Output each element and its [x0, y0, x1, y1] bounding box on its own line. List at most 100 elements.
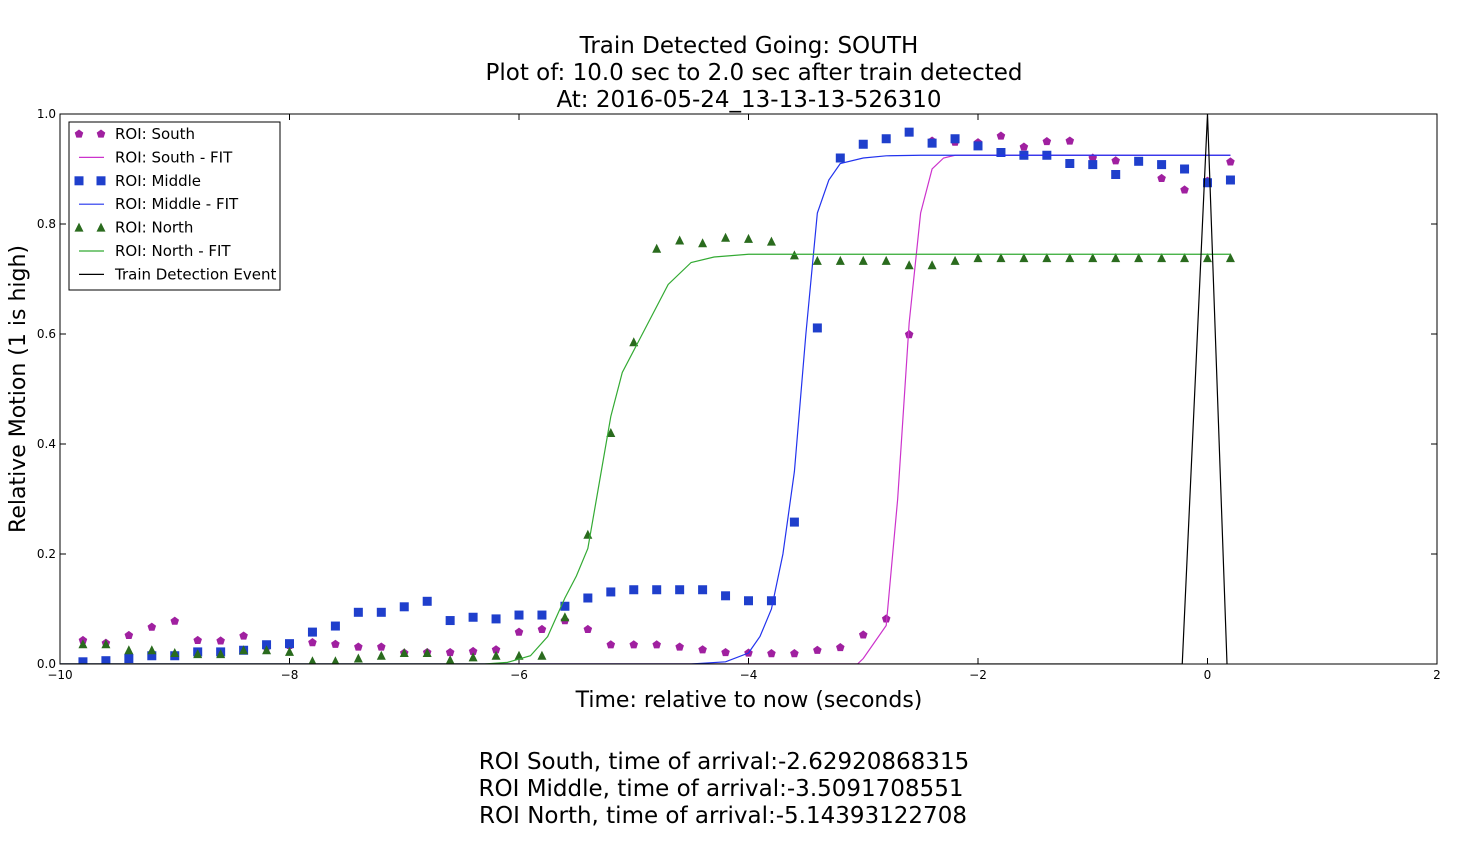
data-point-roi-middle	[376, 607, 386, 617]
data-point-roi-middle	[78, 657, 88, 664]
data-point-roi-middle	[468, 612, 478, 622]
data-point-roi-middle	[147, 651, 157, 661]
legend-label: ROI: Middle	[115, 172, 201, 190]
data-point-roi-north	[1042, 253, 1052, 263]
data-point-roi-south	[468, 646, 478, 655]
data-point-roi-south	[721, 647, 730, 657]
data-point-roi-north	[308, 656, 317, 664]
data-point-roi-middle	[904, 127, 914, 137]
data-point-roi-north	[1225, 253, 1235, 263]
data-point-roi-south	[675, 642, 684, 651]
data-point-roi-middle	[1111, 170, 1121, 179]
legend-box	[68, 121, 281, 291]
data-point-roi-north	[721, 232, 731, 242]
data-point-roi-north	[216, 649, 226, 659]
data-point-roi-middle	[812, 323, 822, 333]
plot-series	[60, 114, 1235, 664]
data-point-roi-north	[262, 645, 272, 655]
y-tick-label: 0.2	[37, 547, 56, 561]
x-tick-label: −2	[969, 668, 987, 682]
data-point-roi-south	[331, 639, 340, 648]
series-line-roi-middle-fit	[60, 154, 1231, 664]
data-point-roi-middle	[445, 616, 455, 626]
data-point-roi-north	[698, 238, 708, 248]
data-point-roi-middle	[881, 134, 891, 144]
data-point-roi-south	[996, 131, 1006, 140]
data-point-roi-north	[193, 649, 203, 659]
data-point-roi-north	[606, 428, 616, 437]
data-point-roi-south	[629, 640, 639, 649]
y-tick-label: 0.0	[37, 657, 56, 671]
legend-entry-train-detection-event: Train Detection Event	[79, 265, 276, 283]
legend-entry-roi-south: ROI: South	[74, 125, 195, 143]
data-point-roi-north	[1180, 253, 1190, 263]
data-point-roi-south	[606, 640, 616, 649]
data-point-roi-middle	[583, 593, 593, 603]
data-point-roi-south	[1180, 185, 1189, 194]
data-point-roi-middle	[629, 585, 639, 595]
data-point-roi-south	[308, 638, 317, 647]
data-point-roi-north	[881, 255, 891, 265]
y-axis-label: Relative Motion (1 is high)	[6, 245, 31, 533]
data-point-roi-middle	[996, 148, 1006, 157]
data-point-roi-south	[698, 645, 707, 654]
legend-marker-swatch	[96, 129, 106, 138]
legend-marker-swatch	[96, 222, 106, 232]
data-point-roi-north	[950, 255, 960, 265]
data-point-roi-south	[537, 624, 547, 633]
legend-marker-swatch	[74, 129, 84, 138]
data-point-roi-middle	[560, 601, 570, 611]
data-point-roi-north	[468, 652, 478, 662]
data-point-roi-south	[124, 630, 134, 640]
legend-entry-roi-middle: ROI: Middle	[74, 172, 201, 190]
data-point-roi-north	[1065, 253, 1075, 263]
data-point-roi-north	[491, 650, 501, 660]
series-roi-north-fit	[60, 253, 1231, 664]
data-point-roi-middle	[1180, 164, 1190, 174]
data-point-roi-north	[147, 645, 157, 655]
data-point-roi-north	[835, 255, 845, 265]
legend-marker-swatch	[74, 176, 84, 186]
chart-title-line-2: Plot of: 10.0 sec to 2.0 sec after train…	[486, 60, 1023, 86]
data-point-roi-middle	[514, 610, 524, 620]
y-tick-label: 0.8	[37, 217, 56, 231]
data-point-roi-middle	[606, 587, 616, 597]
data-point-roi-north	[376, 650, 386, 660]
series-train-detection-event	[60, 114, 1228, 664]
data-point-roi-north	[766, 236, 776, 246]
x-tick-label: −10	[47, 668, 72, 682]
data-point-roi-south	[193, 635, 202, 644]
data-point-roi-north	[422, 648, 432, 657]
data-point-roi-south	[583, 624, 593, 633]
data-point-roi-middle	[1065, 159, 1075, 168]
data-point-roi-north	[973, 253, 983, 263]
data-point-roi-middle	[789, 517, 799, 527]
legend-marker-swatch	[96, 176, 106, 186]
data-point-roi-middle	[1088, 160, 1098, 170]
x-tick-label: −6	[510, 668, 528, 682]
legend-label: ROI: North - FIT	[115, 242, 231, 260]
data-point-roi-south	[858, 630, 868, 639]
legend: ROI: South ROI: South - FIT ROI: Middle ROI…	[68, 121, 281, 291]
legend-label: ROI: South	[115, 125, 195, 143]
y-tick-label: 0.6	[37, 327, 56, 341]
data-point-roi-south	[147, 622, 157, 631]
data-point-roi-middle	[1225, 175, 1235, 185]
data-point-roi-south	[881, 614, 891, 623]
data-point-roi-middle	[1203, 178, 1212, 188]
series-roi-north	[78, 232, 1235, 664]
legend-label: ROI: Middle - FIT	[115, 195, 239, 213]
data-point-roi-middle	[307, 627, 317, 637]
footer-line-south: ROI South, time of arrival:-2.6292086831…	[479, 749, 969, 775]
data-point-roi-north	[537, 650, 547, 660]
data-point-roi-south	[491, 645, 501, 654]
data-point-roi-north	[170, 648, 180, 657]
data-point-roi-north	[78, 639, 88, 649]
data-point-roi-north	[239, 645, 249, 655]
data-point-roi-north	[858, 255, 868, 265]
data-point-roi-middle	[835, 153, 845, 163]
data-point-roi-south	[904, 330, 914, 339]
data-point-roi-north	[399, 648, 409, 657]
data-point-roi-middle	[491, 614, 501, 624]
